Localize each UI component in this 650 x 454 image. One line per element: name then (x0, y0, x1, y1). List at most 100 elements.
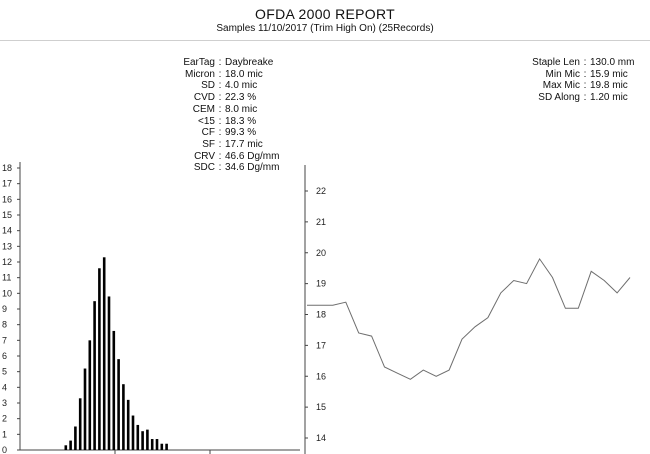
y-tick-label: 2 (2, 414, 7, 424)
y-tick-label: 6 (2, 351, 7, 361)
stat-key: Min Mic (545, 68, 580, 80)
y-tick-label: 14 (2, 226, 12, 236)
report-title: OFDA 2000 REPORT (255, 6, 395, 22)
stat-value: 99.3 % (225, 127, 257, 139)
histogram-bar (155, 439, 159, 450)
stats-left-panel: EarTag: Daybreake Micron:18.0 mic SD:4.0 mi… (120, 57, 279, 174)
stat-separator: : (583, 80, 587, 92)
stat-row: SDC:34.6 Dg/mm (120, 162, 280, 174)
stat-separator: : (218, 150, 222, 162)
histogram-bar (160, 443, 164, 450)
histogram-bar (93, 301, 96, 450)
stat-key: CF (201, 127, 215, 139)
stat-key: CVD (193, 92, 215, 104)
stat-separator: : (583, 68, 587, 80)
stat-value: 18.0 mic (225, 68, 263, 80)
y-tick-label: 5 (2, 367, 7, 377)
stat-key: SD Along (538, 92, 580, 104)
histogram-bar (102, 257, 106, 450)
histogram-bar (78, 398, 82, 450)
stat-value: 17.7 mic (225, 138, 263, 150)
stat-row: CEM:8.0 mic (120, 104, 279, 116)
y-tick-label: 21 (316, 217, 326, 227)
header-divider (0, 40, 650, 41)
stat-key: Micron (184, 68, 215, 80)
stat-separator: : (218, 127, 222, 139)
histogram-bar (64, 445, 68, 450)
histogram-bar (122, 384, 125, 450)
histogram-bar (74, 426, 77, 450)
stat-row: Micron:18.0 mic (120, 69, 279, 81)
histogram-bar (107, 296, 111, 450)
y-tick-label: 8 (2, 320, 7, 330)
stats-right-panel: Staple Len:130.0 mm Min Mic:15.9 mic Max M… (470, 57, 634, 104)
stat-row: <15:18.3 % (120, 116, 279, 128)
stat-separator: : (218, 92, 222, 104)
stat-value: 15.9 mic (590, 68, 628, 80)
stat-key: CRV (194, 150, 215, 162)
y-tick-label: 13 (2, 241, 12, 251)
stat-value: 130.0 mm (590, 57, 635, 68)
y-tick-label: 15 (2, 210, 12, 220)
histogram-bar (88, 340, 92, 450)
y-tick-label: 17 (2, 179, 12, 189)
y-tick-label: 17 (316, 340, 326, 350)
y-tick-label: 11 (2, 273, 11, 283)
stat-key: CEM (192, 103, 215, 115)
y-tick-label: 22 (316, 186, 326, 196)
y-tick-label: 0 (2, 445, 7, 454)
histogram-bar (126, 399, 130, 450)
stat-row: CRV:46.6 Dg/mm (120, 151, 279, 163)
stat-value: 18.3 % (225, 115, 257, 127)
stat-row: CVD:22.3 % (120, 92, 279, 104)
histogram-bar (83, 368, 87, 450)
y-tick-label: 14 (316, 433, 326, 443)
stat-separator: : (218, 162, 222, 174)
y-tick-label: 18 (316, 310, 326, 320)
stat-row: CF:99.3 % (120, 127, 279, 139)
stat-separator: : (218, 80, 222, 92)
histogram-bar (69, 440, 72, 450)
micron-profile-line (307, 257, 631, 380)
stat-row: EarTag: Daybreake (120, 57, 279, 69)
y-tick-label: 16 (2, 194, 12, 204)
stat-key: EarTag (183, 57, 215, 68)
stat-separator: : (218, 68, 222, 80)
y-tick-label: 4 (2, 382, 7, 392)
stat-row: Max Mic:19.8 mic (470, 80, 634, 92)
y-tick-label: 7 (2, 335, 7, 345)
report-subtitle: Samples 11/10/2017 (Trim High On) (25Rec… (216, 23, 434, 34)
stat-separator: : (218, 103, 222, 115)
stat-value: Daybreake (225, 57, 274, 68)
stat-row: SD:4.0 mic (120, 80, 279, 92)
stat-key: Staple Len (532, 57, 580, 68)
stat-value: 34.6 Dg/mm (225, 162, 280, 174)
micron-profile-chart: 14 15 16 17 18 19 20 21 22 (304, 165, 631, 454)
histogram-bar (136, 424, 140, 450)
stat-row: Min Mic:15.9 mic (470, 69, 634, 81)
y-tick-label: 9 (2, 304, 7, 314)
stat-value: 8.0 mic (225, 103, 258, 115)
histogram-bar (165, 443, 168, 450)
histogram-bar (131, 415, 135, 450)
y-tick-label: 1 (2, 429, 7, 439)
stat-separator: : (583, 57, 587, 68)
stat-row: Staple Len:130.0 mm (470, 57, 634, 69)
stat-separator: : (583, 92, 587, 104)
stat-value: 46.6 Dg/mm (225, 150, 280, 162)
histogram-bar (141, 431, 144, 450)
histogram-bar (146, 429, 149, 450)
stat-value: 22.3 % (225, 92, 257, 104)
stat-key: SDC (193, 162, 215, 174)
stat-row: SF:17.7 mic (120, 139, 279, 151)
y-tick-label: 15 (316, 402, 326, 412)
y-tick-label: 19 (316, 279, 326, 289)
stat-separator: : (218, 115, 222, 127)
y-tick-label: 12 (2, 257, 12, 267)
stat-key: SD (201, 80, 215, 92)
y-tick-label: 18 (2, 163, 12, 173)
stat-key: <15 (198, 115, 215, 127)
histogram-bar (117, 359, 120, 450)
